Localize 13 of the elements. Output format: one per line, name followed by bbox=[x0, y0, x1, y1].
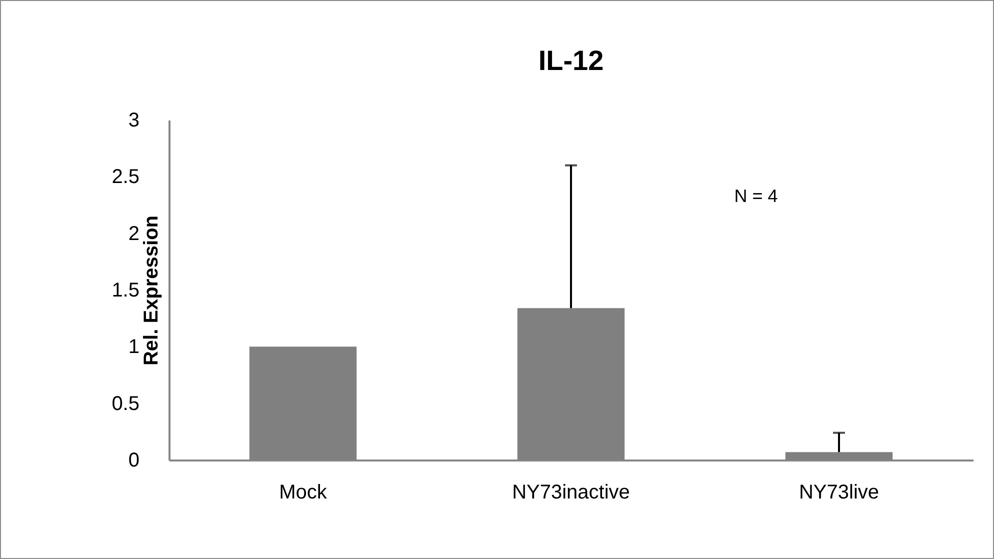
y-tick-label: 0 bbox=[128, 450, 140, 472]
y-tick-label: 1.5 bbox=[112, 280, 140, 302]
x-tick-label: NY73inactive bbox=[512, 482, 630, 504]
y-tick-label: 2.5 bbox=[112, 166, 140, 188]
chart-title: IL-12 bbox=[538, 45, 604, 76]
y-tick-label: 2 bbox=[128, 222, 140, 245]
y-axis-title: Rel. Expression bbox=[140, 215, 162, 366]
x-tick-label: NY73live bbox=[798, 482, 880, 504]
y-tick-label: 0.5 bbox=[112, 392, 140, 415]
y-tick-label: 3 bbox=[128, 110, 140, 132]
annotation: N = 4 bbox=[734, 186, 778, 206]
x-tick-label: Mock bbox=[279, 482, 328, 504]
y-tick-label: 1 bbox=[128, 336, 140, 358]
